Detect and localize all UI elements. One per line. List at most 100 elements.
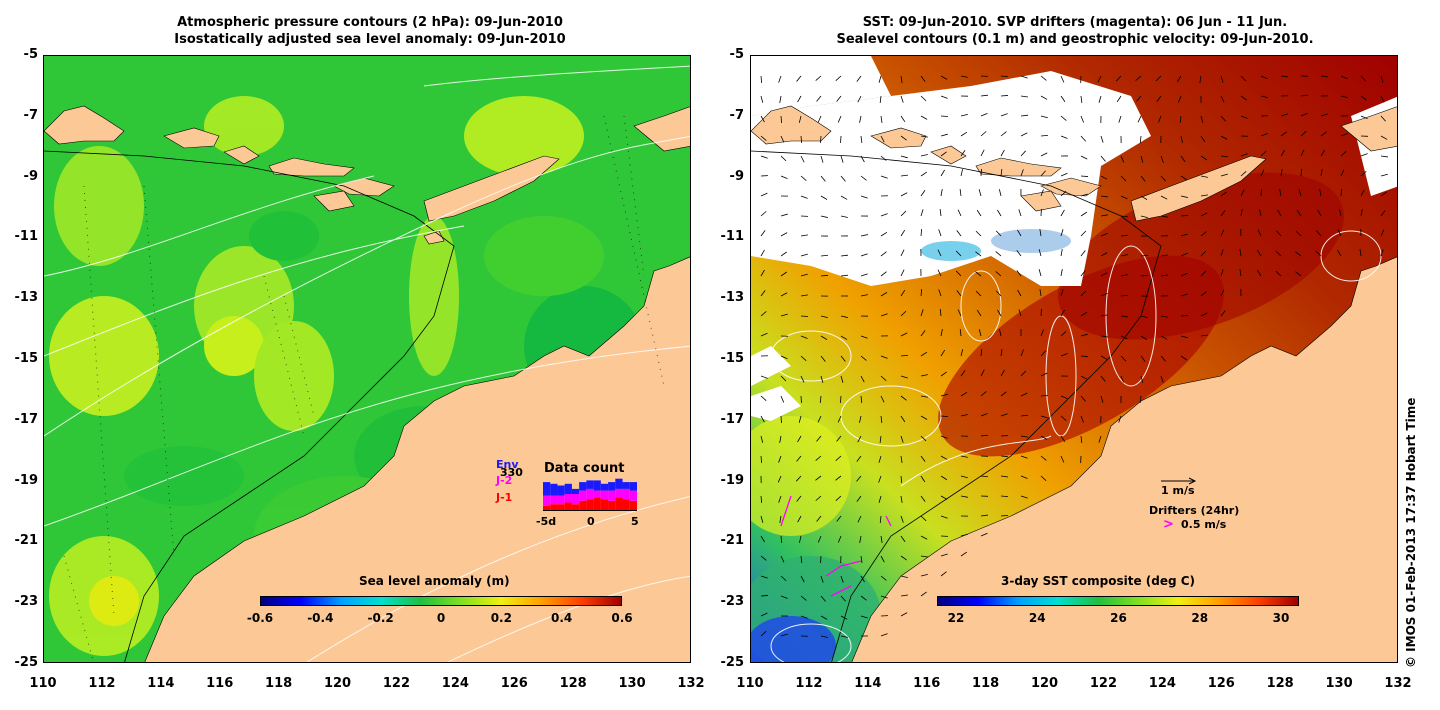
data-count-bar-j2	[600, 490, 609, 500]
data-count-bar-j1	[593, 497, 601, 511]
lat-tick-m23: -23	[720, 594, 745, 610]
sla-colorbar-tick-2: -0.2	[367, 611, 394, 625]
lat-tick-m25: -25	[14, 655, 39, 670]
data-count-bar-j1	[579, 500, 587, 511]
data-count-bar-j2	[586, 488, 594, 500]
lon-tick-132: 132	[677, 676, 705, 691]
sla-colorbar-tick-6: 0.6	[611, 611, 633, 625]
data-count-bar-j2	[629, 490, 637, 501]
lon-tick-128: 128	[559, 676, 587, 691]
data-count-bar-j2	[579, 490, 587, 501]
lat-tick-m13: -13	[720, 290, 745, 306]
data-count-bar-env	[571, 488, 580, 494]
sst-colorbar-tick-1: 24	[1028, 611, 1046, 625]
lon-tick-120: 120	[1030, 676, 1059, 691]
data-count-bar-j1	[571, 504, 580, 511]
lon-tick-126: 126	[500, 676, 528, 691]
data-count-bar-j2	[608, 490, 616, 501]
sla-map-svg	[44, 56, 690, 662]
lon-tick-122: 122	[382, 676, 411, 691]
data-count-title: Data count	[544, 461, 625, 476]
mission-j2-label: J-2	[496, 474, 513, 487]
sst-colorbar	[937, 596, 1299, 606]
lat-tick-m25: -25	[720, 655, 745, 670]
lon-tick-112: 112	[795, 676, 823, 691]
data-count-tick-minus5: -5d	[536, 515, 557, 528]
lat-tick-m19: -19	[14, 472, 39, 488]
mission-env-label: Env	[496, 458, 519, 471]
data-count-bar-j2	[550, 495, 558, 505]
right-title-line2: Sealevel contours (0.1 m) and geostrophi…	[836, 32, 1314, 47]
lat-tick-m7: -7	[23, 107, 38, 123]
copyright-notice: © IMOS 01-Feb-2013 17:37 Hobart Time	[1404, 397, 1418, 668]
sla-colorbar-title: Sea level anomaly (m)	[359, 574, 510, 588]
data-count-bar-j2	[571, 494, 580, 505]
right-map-title: SST: 09-Jun-2010. SVP drifters (magenta)…	[760, 14, 1390, 48]
lon-tick-114: 114	[854, 676, 882, 691]
lon-tick-114: 114	[147, 676, 175, 691]
data-count-bar-j1	[543, 505, 551, 511]
lon-tick-132: 132	[1384, 676, 1412, 691]
lat-tick-m11: -11	[14, 229, 39, 245]
lon-tick-128: 128	[1266, 676, 1294, 691]
data-count-bar-env	[543, 482, 551, 496]
data-count-bar-chart	[543, 478, 637, 511]
drifters-speed-label: 0.5 m/s	[1181, 518, 1227, 531]
velocity-scale-label: 1 m/s	[1161, 484, 1195, 497]
sla-colorbar-tick-1: -0.4	[307, 611, 334, 625]
lon-tick-110: 110	[736, 676, 764, 691]
sla-colorbar-tick-5: 0.4	[551, 611, 573, 625]
sla-colorbar-tick-3: 0	[436, 611, 446, 625]
lon-tick-116: 116	[206, 676, 234, 691]
data-count-bar-env	[550, 483, 558, 496]
data-count-bar-j2	[615, 488, 623, 498]
data-count-bar-j1	[622, 499, 630, 511]
lat-tick-m17: -17	[14, 411, 39, 427]
sla-colorbar-tick-0: -0.6	[246, 611, 274, 625]
lat-tick-m15: -15	[14, 351, 39, 366]
lat-tick-m17: -17	[720, 411, 745, 427]
sst-colorbar-tick-3: 28	[1191, 611, 1209, 625]
data-count-bar-env	[600, 483, 609, 491]
data-count-tick-5: 5	[631, 515, 639, 528]
right-title-line1: SST: 09-Jun-2010. SVP drifters (magenta)…	[862, 15, 1288, 30]
lon-tick-118: 118	[265, 676, 293, 691]
data-count-bar-j1	[557, 504, 565, 511]
lon-tick-122: 122	[1089, 676, 1118, 691]
data-count-bar-env	[608, 482, 616, 491]
sea-level-anomaly-map: Env 330 J-2 J-1 Data count -5d 0 5 Sea l…	[43, 55, 691, 663]
sst-colorbar-tick-0: 22	[947, 611, 965, 625]
data-count-bar-j1	[608, 500, 616, 511]
sla-colorbar-tick-4: 0.2	[490, 611, 512, 625]
lat-tick-m21: -21	[720, 533, 745, 549]
lat-tick-m13: -13	[14, 290, 39, 306]
sst-colorbar-tick-2: 26	[1110, 611, 1127, 625]
data-count-bar-j1	[550, 504, 558, 511]
lon-tick-116: 116	[913, 676, 941, 691]
lon-tick-120: 120	[323, 676, 352, 691]
sla-colorbar	[260, 596, 622, 606]
data-count-value: 330	[500, 466, 523, 479]
sst-colorbar-tick-4: 30	[1272, 611, 1290, 625]
lat-tick-m23: -23	[14, 594, 39, 610]
data-count-bar-j1	[586, 499, 594, 511]
lat-tick-m9: -9	[729, 168, 744, 184]
lon-tick-110: 110	[29, 676, 57, 691]
lon-tick-112: 112	[88, 676, 116, 691]
data-count-bar-j1	[564, 502, 572, 511]
sst-colorbar-title: 3-day SST composite (deg C)	[1001, 574, 1196, 588]
velocity-scale-arrow	[1161, 477, 1197, 485]
data-count-bar-env	[586, 480, 594, 489]
data-count-bar-env	[622, 482, 630, 489]
data-count-bar-env	[593, 480, 601, 491]
drifters-label: Drifters (24hr)	[1149, 504, 1240, 517]
sst-map-svg	[751, 56, 1397, 662]
lat-tick-m5: -5	[729, 47, 744, 62]
data-count-bar-env	[564, 483, 572, 494]
data-count-bar-j2	[557, 495, 565, 505]
lat-tick-m21: -21	[14, 533, 39, 549]
lat-tick-m11: -11	[720, 229, 745, 245]
lon-tick-118: 118	[972, 676, 1000, 691]
lat-tick-m9: -9	[23, 168, 38, 184]
lon-tick-130: 130	[618, 676, 646, 691]
